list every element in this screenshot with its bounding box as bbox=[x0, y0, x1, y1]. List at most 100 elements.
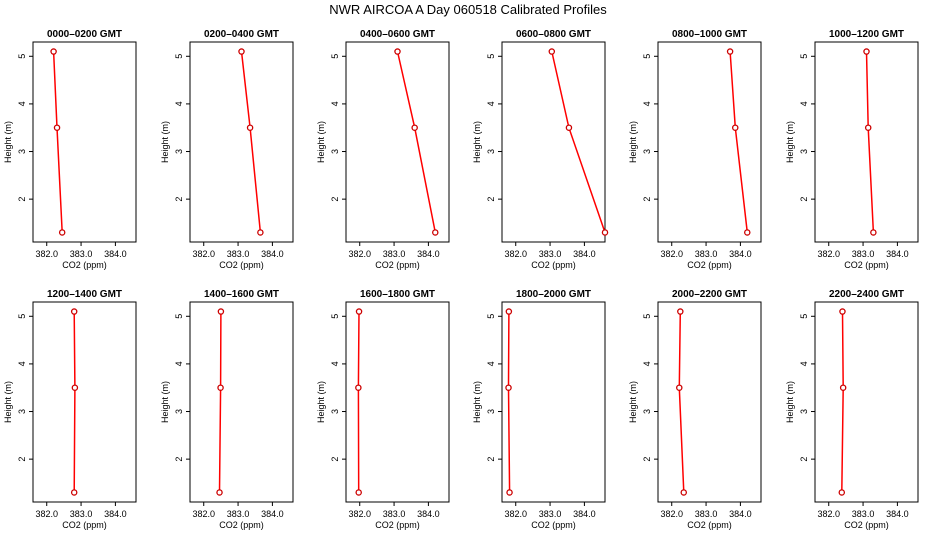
x-tick-label: 384.0 bbox=[729, 249, 752, 259]
panel-11: 2200–2400 GMT 382.0 383.0 384.0 2 3 4 5 CO2 (ppm… bbox=[785, 289, 919, 530]
panel-title: 1400–1600 GMT bbox=[204, 289, 279, 300]
y-tick-label: 2 bbox=[799, 457, 809, 462]
plot-frame bbox=[657, 41, 762, 243]
data-point bbox=[238, 48, 245, 55]
data-point bbox=[53, 124, 61, 131]
plot-frame bbox=[32, 41, 137, 243]
x-tick-label: 383.0 bbox=[70, 249, 93, 259]
y-tick-label: 4 bbox=[799, 101, 809, 106]
y-tick-label: 2 bbox=[330, 197, 340, 202]
x-axis-label: CO2 (ppm) bbox=[844, 260, 889, 270]
data-point bbox=[505, 384, 512, 391]
series-line bbox=[678, 311, 685, 493]
data-point bbox=[246, 124, 254, 131]
x-tick-label: 383.0 bbox=[852, 509, 875, 519]
y-tick-label: 5 bbox=[174, 314, 184, 319]
panel-9: 1800–2000 GMT 382.0 383.0 384.0 2 3 4 5 CO2 (ppm… bbox=[472, 289, 606, 530]
y-tick-label: 3 bbox=[642, 149, 652, 154]
x-tick-label: 382.0 bbox=[35, 509, 58, 519]
x-tick-label: 383.0 bbox=[695, 249, 718, 259]
x-tick-label: 383.0 bbox=[383, 509, 406, 519]
y-tick-label: 5 bbox=[486, 54, 496, 59]
x-axis-label: CO2 (ppm) bbox=[531, 260, 576, 270]
x-tick-label: 384.0 bbox=[261, 249, 284, 259]
x-tick-label: 382.0 bbox=[817, 249, 840, 259]
plot-frame bbox=[814, 301, 919, 503]
y-axis-label: Height (m) bbox=[3, 381, 13, 423]
data-point bbox=[732, 124, 739, 131]
plot-frame bbox=[657, 301, 762, 503]
data-point bbox=[355, 384, 362, 391]
y-tick-label: 5 bbox=[486, 314, 496, 319]
data-point bbox=[680, 489, 688, 496]
plot-frame bbox=[501, 41, 606, 243]
x-tick-label: 384.0 bbox=[261, 509, 284, 519]
x-axis-label: CO2 (ppm) bbox=[531, 520, 576, 530]
y-tick-label: 4 bbox=[174, 361, 184, 366]
series-line bbox=[240, 51, 262, 233]
x-tick-label: 384.0 bbox=[886, 509, 909, 519]
y-tick-label: 3 bbox=[330, 149, 340, 154]
x-tick-label: 382.0 bbox=[192, 509, 215, 519]
x-tick-label: 382.0 bbox=[192, 249, 215, 259]
x-tick-label: 383.0 bbox=[227, 509, 250, 519]
data-point bbox=[505, 308, 513, 315]
x-tick-label: 384.0 bbox=[104, 249, 127, 259]
y-tick-label: 2 bbox=[17, 197, 27, 202]
y-tick-label: 4 bbox=[642, 361, 652, 366]
data-point bbox=[565, 124, 573, 131]
data-point bbox=[676, 384, 683, 391]
plot-frame bbox=[501, 301, 606, 503]
y-tick-label: 4 bbox=[330, 101, 340, 106]
plot-frame bbox=[814, 41, 919, 243]
y-tick-label: 5 bbox=[799, 54, 809, 59]
data-point bbox=[355, 308, 363, 315]
data-point bbox=[863, 48, 870, 55]
y-tick-label: 4 bbox=[17, 101, 27, 106]
y-tick-label: 2 bbox=[174, 457, 184, 462]
x-tick-label: 382.0 bbox=[660, 249, 683, 259]
x-axis-label: CO2 (ppm) bbox=[375, 260, 420, 270]
data-point bbox=[50, 48, 57, 55]
x-tick-label: 384.0 bbox=[573, 249, 596, 259]
y-tick-label: 5 bbox=[330, 314, 340, 319]
y-tick-label: 3 bbox=[799, 409, 809, 414]
y-tick-label: 4 bbox=[174, 101, 184, 106]
y-axis-label: Height (m) bbox=[160, 381, 170, 423]
panel-title: 2200–2400 GMT bbox=[829, 289, 904, 300]
y-tick-label: 3 bbox=[486, 149, 496, 154]
panel-title: 0200–0400 GMT bbox=[204, 29, 279, 40]
panel-title: 0000–0200 GMT bbox=[47, 29, 122, 40]
series-line bbox=[865, 51, 875, 233]
series-line bbox=[729, 51, 749, 233]
data-point bbox=[548, 48, 556, 55]
y-tick-label: 2 bbox=[330, 457, 340, 462]
y-tick-label: 5 bbox=[174, 54, 184, 59]
data-point bbox=[70, 489, 78, 496]
panel-4: 0800–1000 GMT 382.0 383.0 384.0 2 3 4 5 CO2 (ppm… bbox=[628, 29, 762, 270]
y-tick-label: 4 bbox=[799, 361, 809, 366]
plot-frame bbox=[189, 41, 294, 243]
data-point bbox=[838, 489, 846, 496]
data-point bbox=[257, 229, 264, 236]
figure-title: NWR AIRCOA A Day 060518 Calibrated Profi… bbox=[329, 2, 607, 17]
x-axis-label: CO2 (ppm) bbox=[219, 260, 264, 270]
y-axis-label: Height (m) bbox=[316, 121, 326, 163]
y-tick-label: 5 bbox=[17, 54, 27, 59]
series-line bbox=[218, 311, 222, 493]
series-line bbox=[507, 311, 511, 493]
data-point bbox=[216, 489, 223, 496]
plot-frame bbox=[189, 301, 294, 503]
data-point bbox=[71, 384, 79, 391]
panel-10: 2000–2200 GMT 382.0 383.0 384.0 2 3 4 5 CO2 (ppm… bbox=[628, 289, 762, 530]
data-point bbox=[864, 124, 872, 131]
panel-title: 0600–0800 GMT bbox=[516, 29, 591, 40]
x-axis-label: CO2 (ppm) bbox=[844, 520, 889, 530]
x-axis-label: CO2 (ppm) bbox=[219, 520, 264, 530]
panel-5: 1000–1200 GMT 382.0 383.0 384.0 2 3 4 5 CO2 (ppm… bbox=[785, 29, 919, 270]
data-point bbox=[217, 384, 224, 391]
x-axis-label: CO2 (ppm) bbox=[687, 520, 732, 530]
y-tick-label: 3 bbox=[330, 409, 340, 414]
y-tick-label: 5 bbox=[330, 54, 340, 59]
panel-1: 0200–0400 GMT 382.0 383.0 384.0 2 3 4 5 CO2 (ppm… bbox=[160, 29, 294, 270]
